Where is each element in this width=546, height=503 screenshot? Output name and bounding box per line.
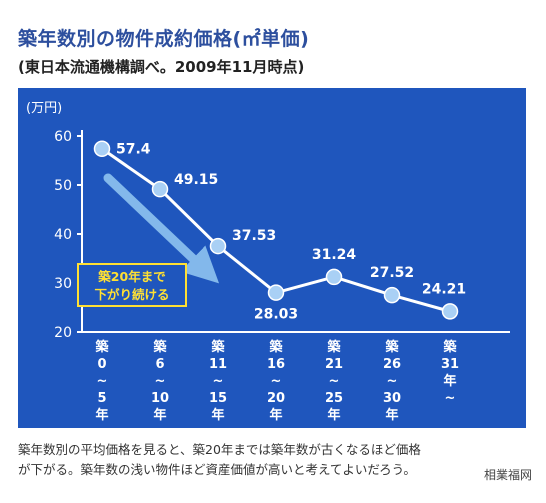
caption: 築年数別の平均価格を見ると、築20年までは築年数が古くなるほど価格 が下がる。築… [18, 440, 528, 480]
x-tick-label-part: 6 [155, 357, 164, 372]
x-tick-label: 築 31年 ~ [441, 339, 459, 406]
x-tick-label-part: 築 [210, 339, 225, 355]
data-label: 27.52 [370, 265, 414, 281]
x-tick-label-part: ~ [329, 374, 340, 389]
x-tick-label-part: 年 [385, 407, 398, 423]
data-label: 24.21 [422, 281, 466, 297]
y-axis-label: (万円) [26, 101, 62, 116]
data-point [441, 303, 459, 320]
x-tick-label-part: 11 [209, 357, 227, 372]
x-tick-label-part: 年 [443, 373, 456, 389]
caption-line-1: 築年数別の平均価格を見ると、築20年までは築年数が古くなるほど価格 [18, 442, 421, 457]
x-tick-label-part: 25 [325, 391, 343, 406]
data-label: 31.24 [312, 247, 357, 263]
chart-title: 築年数別の物件成約価格(㎡単価) [18, 28, 310, 50]
x-tick-label-part: ~ [155, 374, 166, 389]
x-tick-label-part: 築 [442, 339, 457, 355]
line-chart: (万円)6050403020築0~5年築6~10年築11~15年築16~20年築… [26, 101, 510, 423]
x-tick-label-part: 26 [383, 357, 401, 372]
x-tick-label-part: 16 [267, 357, 285, 372]
data-label: 49.15 [174, 172, 218, 188]
data-label: 28.03 [254, 307, 298, 323]
x-tick-label-part: ~ [387, 374, 398, 389]
data-point [325, 268, 343, 286]
data-point [267, 284, 285, 301]
x-tick-label-part: 10 [151, 391, 169, 406]
y-tick-label: 50 [54, 178, 72, 194]
x-tick-label: 築 0 ~5年 [94, 339, 109, 423]
annotation-text: 下がり続ける [94, 287, 169, 302]
chart-subtitle: (東日本流通機構調べ。2009年11月時点) [18, 58, 305, 76]
x-tick-label-part: 築 [94, 339, 109, 355]
x-tick-label-part: ~ [271, 374, 282, 389]
x-tick-label-part: 5 [97, 391, 106, 406]
annotation-text: 築20年まで [97, 269, 165, 284]
x-tick-label-part: ~ [445, 391, 456, 406]
x-tick-label-part: 31 [441, 357, 459, 372]
data-point [93, 140, 111, 157]
x-tick-label-part: 0 [97, 357, 106, 372]
x-tick-label: 築 6 ~10年 [151, 339, 169, 423]
data-point [151, 180, 169, 198]
x-tick-label-part: 年 [95, 407, 108, 423]
x-tick-label-part: 築 [384, 339, 399, 355]
x-tick-label: 築 11 ~15年 [209, 339, 227, 423]
data-label: 37.53 [232, 228, 276, 244]
x-tick-label-part: ~ [213, 374, 224, 389]
x-tick-label-part: 築 [268, 339, 283, 355]
x-tick-label-part: 30 [383, 391, 401, 406]
chart-panel: (万円) 60 50 40 30 20 築 0 ~5 年築 6 ~10 年築 11 ~15 年築 16 ~20 年築… [18, 88, 526, 428]
x-tick-label-part: ~ [97, 374, 108, 389]
x-tick-label-part: 築 [326, 339, 341, 355]
x-tick-label-part: 年 [269, 407, 282, 423]
x-tick-label-part: 年 [211, 407, 224, 423]
trend-arrow [103, 173, 220, 284]
data-label: 57.4 [116, 142, 151, 158]
data-point [383, 286, 401, 304]
annotation-box [77, 263, 187, 307]
x-tick-label: 築 26 ~30年 [383, 339, 401, 423]
x-tick-label: 築 21 ~25年 [325, 339, 343, 423]
x-tick-label-part: 年 [153, 407, 166, 423]
x-tick-label: 築 16 ~20年 [267, 339, 285, 423]
watermark: 相業福网 [483, 468, 532, 482]
y-tick-label: 20 [54, 325, 72, 341]
x-tick-label-part: 年 [327, 407, 340, 423]
caption-line-2: が下がる。築年数の浅い物件ほど資産価値が高いと考えてよいだろう。 [18, 462, 416, 477]
x-tick-label-part: 21 [325, 357, 343, 372]
y-tick-label: 40 [54, 227, 72, 243]
x-tick-label-part: 15 [209, 391, 227, 406]
x-tick-label-part: 築 [152, 339, 167, 355]
x-tick-label-part: 20 [267, 391, 285, 406]
data-point [209, 237, 227, 255]
y-tick-label: 60 [54, 129, 72, 145]
y-tick-label: 30 [54, 276, 72, 292]
